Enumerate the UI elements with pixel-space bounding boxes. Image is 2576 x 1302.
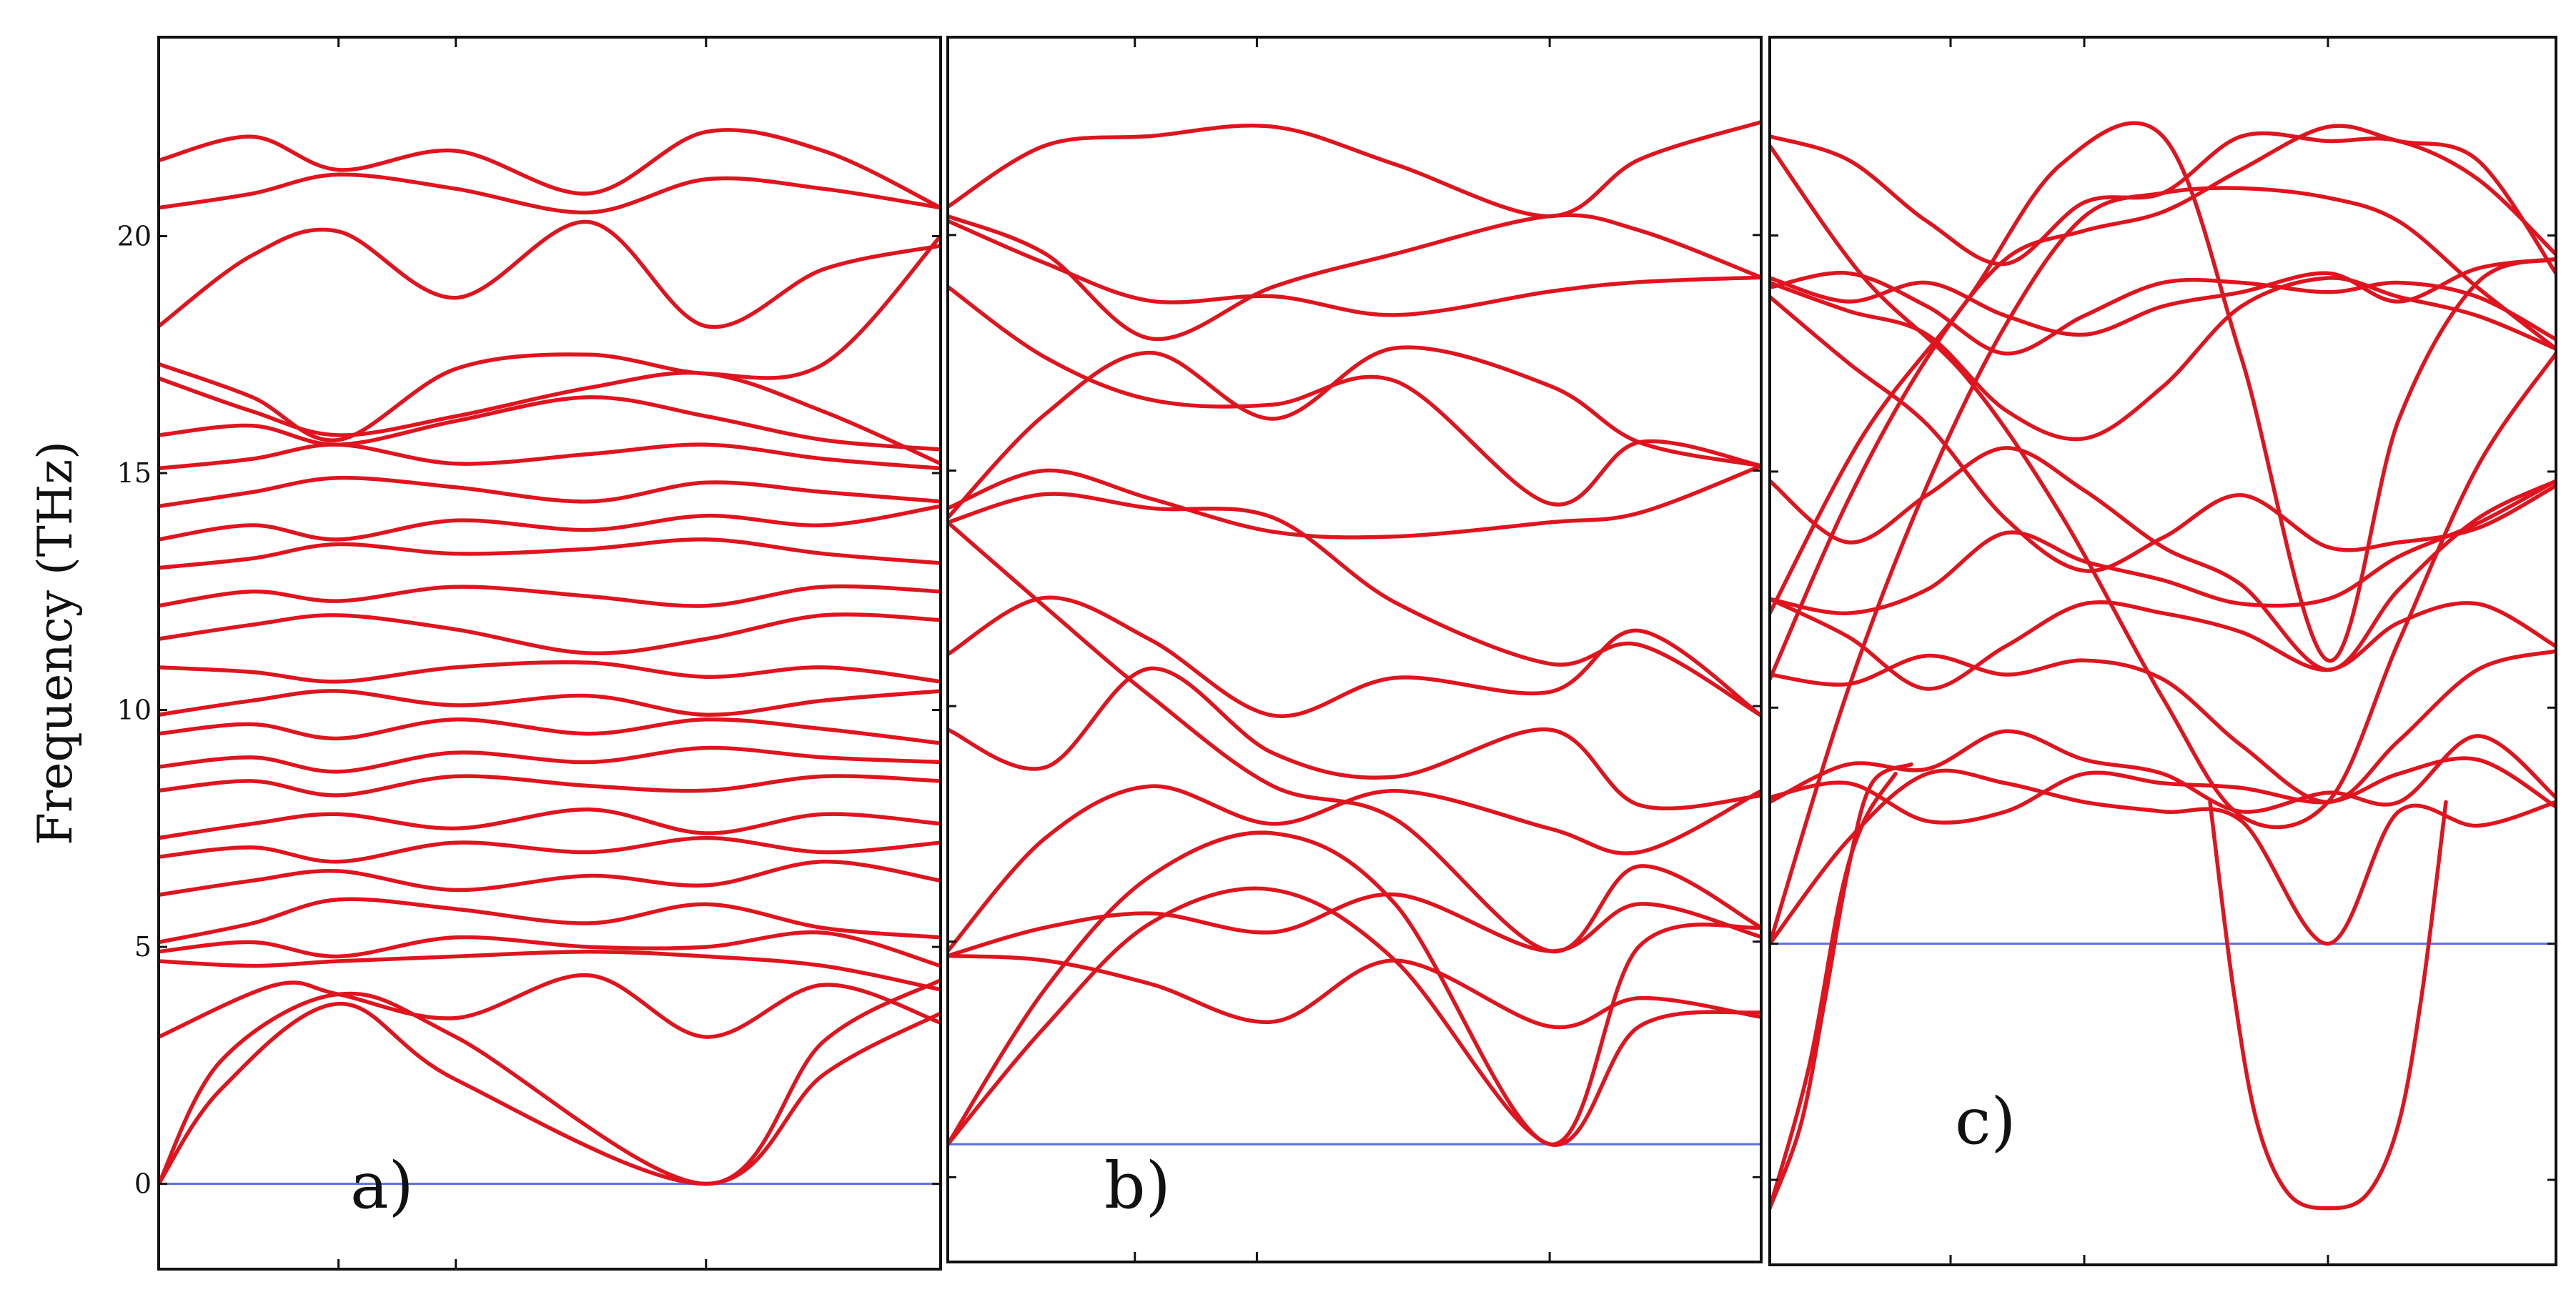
band-0-7 [159,835,941,864]
band-1-8 [948,464,1761,540]
panel-label-0: a) [350,1148,414,1223]
band-1-11 [948,219,1761,317]
panels-group: a) b) c) 0 5 10 15 20 [117,36,2557,1271]
bands-group-1 [948,119,1761,1147]
band-1-2 [948,953,1761,1030]
band-0-22 [159,219,941,329]
band-2-9 [1770,446,2556,672]
band-0-0 [159,1001,941,1186]
band-0-3 [159,949,941,992]
band-1-0 [948,886,1761,1147]
band-2-13 [1770,257,2556,337]
band-0-15 [159,584,941,608]
band-1-6 [948,595,1761,718]
band-0-11 [159,717,941,745]
band-0-18 [159,475,941,509]
band-2-15 [1770,186,2556,946]
band-1-7 [948,520,1761,954]
y-tick-label-4: 20 [117,220,152,252]
band-0-23 [159,172,941,215]
band-0-20 [159,395,941,452]
band-1-10 [948,284,1761,507]
band-1-12 [948,119,1761,219]
band-2-10 [1770,294,2556,573]
band-0-25 [159,234,941,442]
band-0-14 [159,612,941,655]
band-0-12 [159,689,941,717]
bands-group-0 [159,128,941,1186]
band-1-9 [948,492,1761,718]
panel-2: c) [1768,36,2557,1266]
band-0-21 [159,370,941,466]
band-1-5 [948,666,1761,811]
band-0-8 [159,807,941,840]
panel-1: b) [946,36,1763,1263]
panel-frame-1 [946,36,1763,1263]
band-0-2 [159,973,941,1039]
panel-frame-0 [157,36,942,1271]
band-0-4 [159,930,941,968]
band-2-6 [1770,649,2556,805]
band-1-1 [948,830,1761,1146]
band-2-18 [1770,144,2556,830]
band-0-16 [159,537,941,570]
band-2-12 [1770,271,2556,356]
band-0-9 [159,774,941,797]
band-2-16 [1770,124,2556,682]
bands-group-2 [1770,121,2556,1211]
band-2-0 [1770,762,1913,1211]
band-0-17 [159,504,941,542]
panel-0: a) [157,36,942,1271]
y-tick-label-1: 5 [134,931,152,963]
band-2-3 [1770,768,2556,946]
band-2-17 [1770,121,2556,663]
y-axis-label: Frequency (THz) [28,441,83,845]
band-1-3 [948,892,1761,958]
y-tick-label-2: 10 [117,695,152,726]
band-2-7 [1770,597,2556,691]
band-2-2 [2208,800,2448,1211]
band-0-24 [159,128,941,210]
panel-label-1: b) [1104,1148,1171,1223]
band-2-4 [1770,756,2556,825]
y-tick-label-3: 15 [117,457,152,489]
band-2-8 [1770,479,2556,615]
band-0-5 [159,897,941,945]
panel-label-2: c) [1955,1084,2016,1159]
band-1-13 [948,213,1761,342]
band-0-10 [159,745,941,774]
band-0-13 [159,660,941,684]
band-2-5 [1770,729,2556,814]
band-1-14 [948,345,1761,520]
band-0-6 [159,860,941,897]
band-1-4 [948,784,1761,953]
band-0-1 [159,978,941,1186]
panel-frame-2 [1768,36,2557,1266]
y-tick-label-0: 0 [134,1168,152,1200]
band-0-19 [159,442,941,471]
